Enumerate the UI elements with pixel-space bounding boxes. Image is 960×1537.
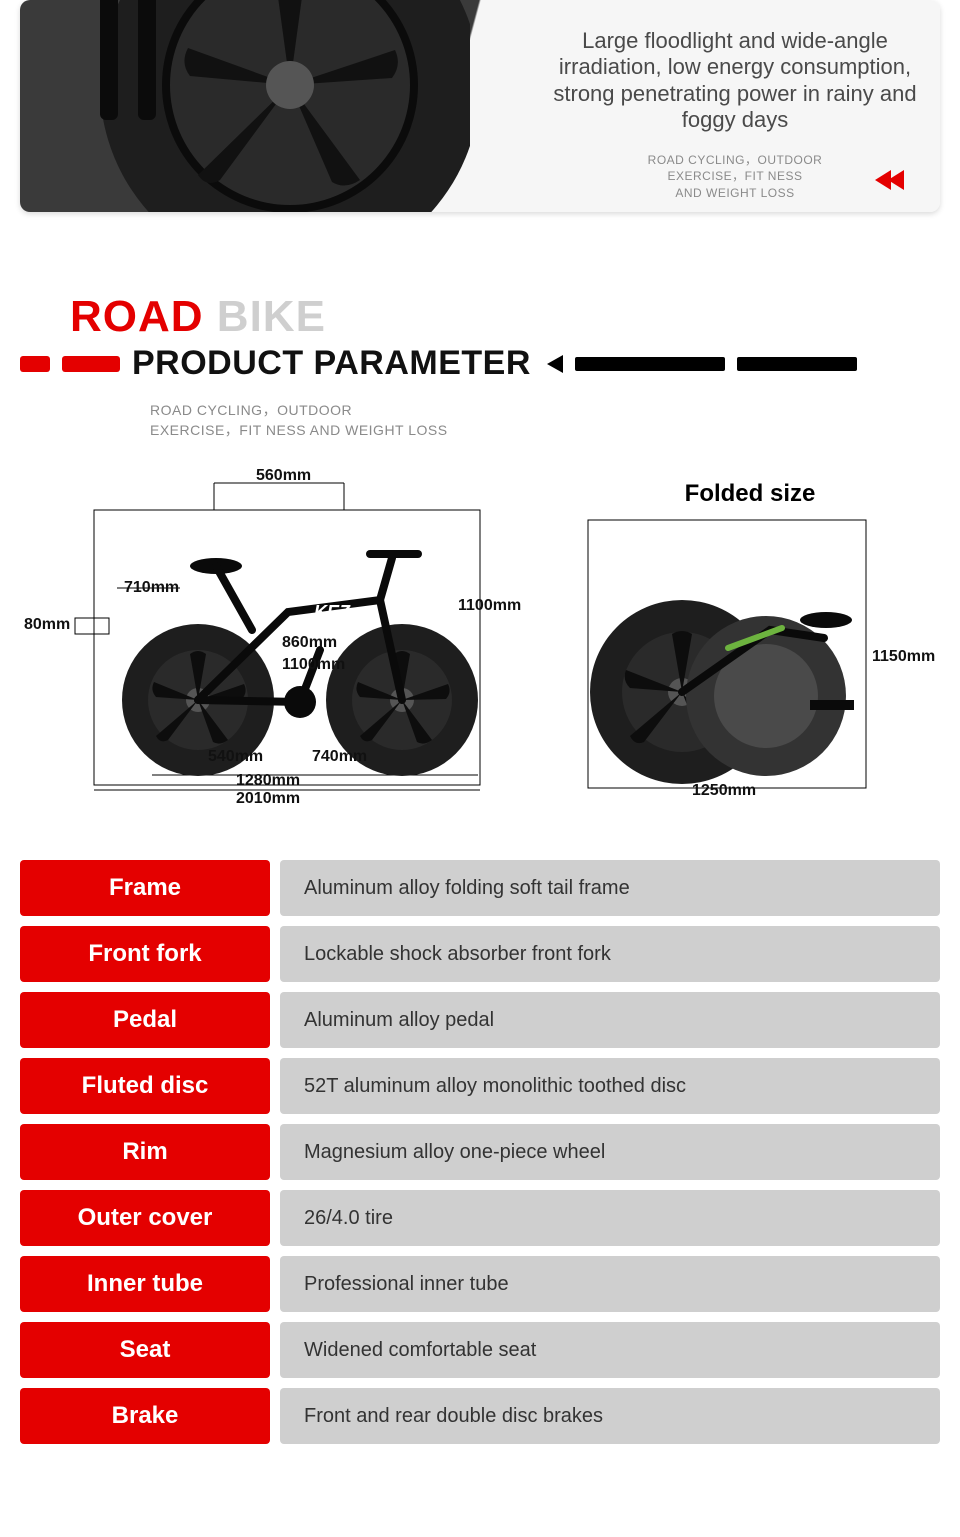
spec-key: Outer cover bbox=[20, 1190, 270, 1246]
hero-wheel-illustration bbox=[40, 0, 470, 212]
hero-subtext: ROAD CYCLING，OUTDOOR EXERCISE，FIT NESS A… bbox=[550, 152, 920, 202]
spec-key: Inner tube bbox=[20, 1256, 270, 1312]
dim-2010: 2010mm bbox=[236, 790, 300, 808]
dim-540: 540mm bbox=[208, 748, 263, 766]
spec-val: Aluminum alloy pedal bbox=[280, 992, 940, 1048]
dimensions-main: KEZ 560mm 710mm 80mm 860mm 1100mm 1100mm… bbox=[20, 470, 540, 830]
spec-table: Frame Aluminum alloy folding soft tail f… bbox=[20, 860, 940, 1444]
spec-key: Front fork bbox=[20, 926, 270, 982]
section-sub-line: EXERCISE，FIT NESS AND WEIGHT LOSS bbox=[150, 421, 940, 441]
black-bar bbox=[575, 357, 725, 371]
black-bar bbox=[737, 357, 857, 371]
spec-val: 26/4.0 tire bbox=[280, 1190, 940, 1246]
title-row: PRODUCT PARAMETER bbox=[20, 344, 940, 383]
spec-row: Seat Widened comfortable seat bbox=[20, 1322, 940, 1378]
triangle-left-icon bbox=[547, 355, 563, 373]
bike-word: BIKE bbox=[217, 292, 326, 341]
spec-val: Magnesium alloy one-piece wheel bbox=[280, 1124, 940, 1180]
spec-row: Outer cover 26/4.0 tire bbox=[20, 1190, 940, 1246]
dim-860: 860mm bbox=[282, 634, 337, 652]
hero-headline: Large floodlight and wide-angle irradiat… bbox=[550, 28, 920, 134]
spec-key: Fluted disc bbox=[20, 1058, 270, 1114]
dim-1250: 1250mm bbox=[692, 782, 756, 800]
spec-key: Brake bbox=[20, 1388, 270, 1444]
hero-feature-card: Large floodlight and wide-angle irradiat… bbox=[20, 0, 940, 212]
double-arrow-left-icon bbox=[878, 170, 904, 190]
dim-1100b: 1100mm bbox=[458, 597, 521, 615]
spec-row: Rim Magnesium alloy one-piece wheel bbox=[20, 1124, 940, 1180]
spec-val: Lockable shock absorber front fork bbox=[280, 926, 940, 982]
hero-sub-line: AND WEIGHT LOSS bbox=[550, 185, 920, 202]
svg-text:KEZ: KEZ bbox=[314, 602, 351, 622]
spec-val: Front and rear double disc brakes bbox=[280, 1388, 940, 1444]
section-sub-line: ROAD CYCLING，OUTDOOR bbox=[150, 401, 940, 421]
section-header: ROAD BIKE PRODUCT PARAMETER ROAD CYCLING… bbox=[20, 292, 940, 440]
section-subtext: ROAD CYCLING，OUTDOOR EXERCISE，FIT NESS A… bbox=[150, 401, 940, 440]
spec-val: Aluminum alloy folding soft tail frame bbox=[280, 860, 940, 916]
dim-1150: 1150mm bbox=[872, 648, 935, 666]
spec-val: Widened comfortable seat bbox=[280, 1322, 940, 1378]
spec-val: 52T aluminum alloy monolithic toothed di… bbox=[280, 1058, 940, 1114]
dim-1100a: 1100mm bbox=[282, 656, 345, 674]
spec-row: Front fork Lockable shock absorber front… bbox=[20, 926, 940, 982]
accent-chip bbox=[20, 356, 50, 372]
spec-row: Inner tube Professional inner tube bbox=[20, 1256, 940, 1312]
road-bike-label: ROAD BIKE bbox=[70, 292, 940, 342]
spec-row: Fluted disc 52T aluminum alloy monolithi… bbox=[20, 1058, 940, 1114]
spec-row: Brake Front and rear double disc brakes bbox=[20, 1388, 940, 1444]
spec-row: Frame Aluminum alloy folding soft tail f… bbox=[20, 860, 940, 916]
spec-val: Professional inner tube bbox=[280, 1256, 940, 1312]
road-word: ROAD bbox=[70, 292, 204, 341]
dim-740: 740mm bbox=[312, 748, 367, 766]
dim-710: 710mm bbox=[124, 579, 179, 597]
dimensions-folded: Folded size 115 bbox=[560, 470, 940, 830]
spec-key: Frame bbox=[20, 860, 270, 916]
spec-key: Seat bbox=[20, 1322, 270, 1378]
spec-row: Pedal Aluminum alloy pedal bbox=[20, 992, 940, 1048]
accent-chip bbox=[62, 356, 120, 372]
dim-1280: 1280mm bbox=[236, 772, 300, 790]
dimensions-row: KEZ 560mm 710mm 80mm 860mm 1100mm 1100mm… bbox=[20, 470, 940, 830]
dim-80: 80mm bbox=[24, 616, 70, 634]
hero-sub-line: EXERCISE，FIT NESS bbox=[550, 168, 920, 185]
section-title: PRODUCT PARAMETER bbox=[132, 344, 531, 383]
spec-key: Rim bbox=[20, 1124, 270, 1180]
hero-sub-line: ROAD CYCLING，OUTDOOR bbox=[550, 152, 920, 169]
dim-560: 560mm bbox=[256, 467, 311, 485]
hero-text: Large floodlight and wide-angle irradiat… bbox=[550, 28, 920, 202]
spec-key: Pedal bbox=[20, 992, 270, 1048]
